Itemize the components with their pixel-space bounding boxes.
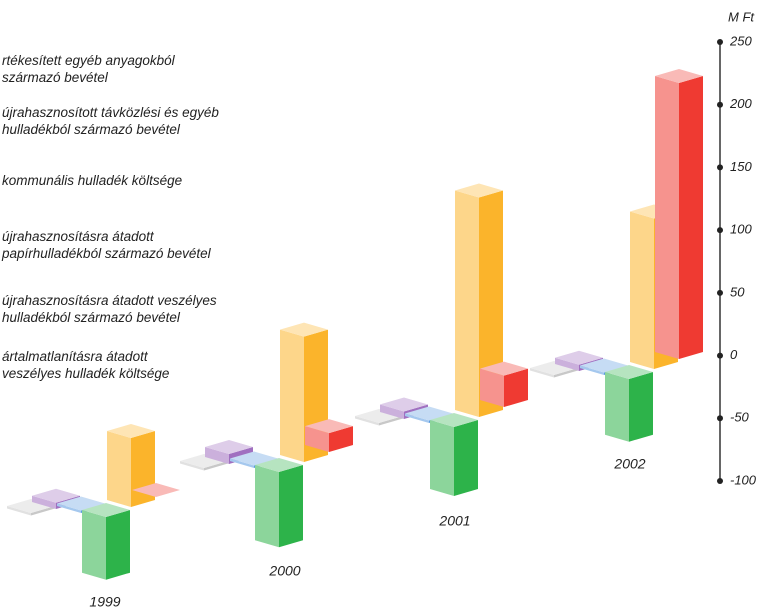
bar-top xyxy=(655,69,703,84)
bar-top xyxy=(380,397,428,412)
bar-left-face xyxy=(205,446,229,464)
bar xyxy=(655,69,703,360)
x-tick-label: 2002 xyxy=(613,456,645,472)
y-tick-label: 50 xyxy=(730,284,745,299)
bar-top xyxy=(132,483,180,497)
bar-left-face xyxy=(180,461,204,471)
bar xyxy=(380,397,428,419)
bar-left-face xyxy=(82,510,106,580)
bar xyxy=(132,483,180,497)
bar-top xyxy=(107,424,155,439)
bar-left-face xyxy=(107,431,131,507)
tick-dot xyxy=(717,227,723,234)
bar-top xyxy=(430,413,478,427)
bar-left-face xyxy=(380,404,404,419)
y-tick-label: 150 xyxy=(730,159,752,174)
bar xyxy=(430,413,478,496)
bar-right-face xyxy=(204,461,228,471)
bar-right-face xyxy=(31,506,55,516)
bar-right-face xyxy=(479,190,503,417)
bar-top xyxy=(82,503,130,517)
bar xyxy=(255,458,303,548)
tick-dot xyxy=(717,289,723,296)
bar-left-face xyxy=(580,365,604,375)
y-axis-label: M Ft xyxy=(728,9,755,24)
bar xyxy=(305,419,353,452)
bar-left-face xyxy=(555,357,579,371)
bar-top xyxy=(605,365,653,379)
bar-left-face xyxy=(530,368,554,378)
bar-left-face xyxy=(57,503,81,513)
bar-right-face xyxy=(629,372,653,442)
y-tick-label: 100 xyxy=(730,222,752,237)
legend-entry: újrahasznosításra átadott papírhulladékb… xyxy=(2,229,211,261)
bar-left-face xyxy=(655,76,679,360)
legend-entry: újrahasznosításra átadott veszélyes hull… xyxy=(2,293,217,325)
y-tick-label: 250 xyxy=(729,33,752,48)
bar-right-face xyxy=(554,368,578,378)
bar-top xyxy=(255,458,303,472)
bar-left-face xyxy=(480,368,504,407)
x-tick-label: 1999 xyxy=(89,594,120,610)
bar-left-face xyxy=(455,190,479,417)
bar-left-face xyxy=(280,329,304,462)
tick-dot xyxy=(717,164,723,171)
bar-left-face xyxy=(255,465,279,548)
bar xyxy=(480,361,528,407)
bar-left-face xyxy=(230,458,254,468)
bar-left-face xyxy=(305,426,329,452)
y-tick-label: 200 xyxy=(729,96,752,111)
x-tick-label: 2001 xyxy=(438,513,470,529)
bar-right-face xyxy=(504,368,528,407)
bar-top xyxy=(280,322,328,337)
bar xyxy=(455,183,503,417)
legend-entry: ártalmatlanításra átadott veszélyes hull… xyxy=(2,349,170,381)
bar-top xyxy=(205,439,253,454)
tick-dot xyxy=(717,39,723,45)
legend-entry: kommunális hulladék költsége xyxy=(2,173,183,188)
bar-top xyxy=(455,183,503,198)
bar-right-face xyxy=(106,510,130,580)
bar-left-face xyxy=(405,413,429,423)
bar-top xyxy=(555,350,603,365)
legend-entry: rtékesített egyéb anyagokból származó be… xyxy=(2,53,175,85)
y-tick-label: -100 xyxy=(730,472,757,487)
bar-top xyxy=(32,488,80,503)
bar-left-face xyxy=(7,506,31,516)
bar-left-face xyxy=(605,372,629,442)
y-tick-label: -50 xyxy=(730,410,750,425)
bar-right-face xyxy=(379,416,403,426)
bar-right-face xyxy=(279,465,303,548)
bar-right-face xyxy=(329,426,353,452)
tick-dot xyxy=(717,478,723,484)
bar-top xyxy=(305,419,353,434)
bar-left-face xyxy=(32,495,56,509)
bar xyxy=(605,365,653,442)
tick-dot xyxy=(717,101,723,108)
tick-dot xyxy=(717,352,723,359)
bar-right-face xyxy=(454,420,478,496)
legend-entry: újrahasznosított távközlési és egyéb hul… xyxy=(2,105,219,137)
y-tick-label: 0 xyxy=(730,347,738,362)
x-tick-label: 2000 xyxy=(268,563,300,579)
bar-left-face xyxy=(355,416,379,426)
bar-right-face xyxy=(679,76,703,360)
bar xyxy=(82,503,130,580)
bar-top xyxy=(480,361,528,376)
bar-left-face xyxy=(430,420,454,496)
tick-dot xyxy=(717,415,723,422)
bar-left-face xyxy=(630,211,654,369)
